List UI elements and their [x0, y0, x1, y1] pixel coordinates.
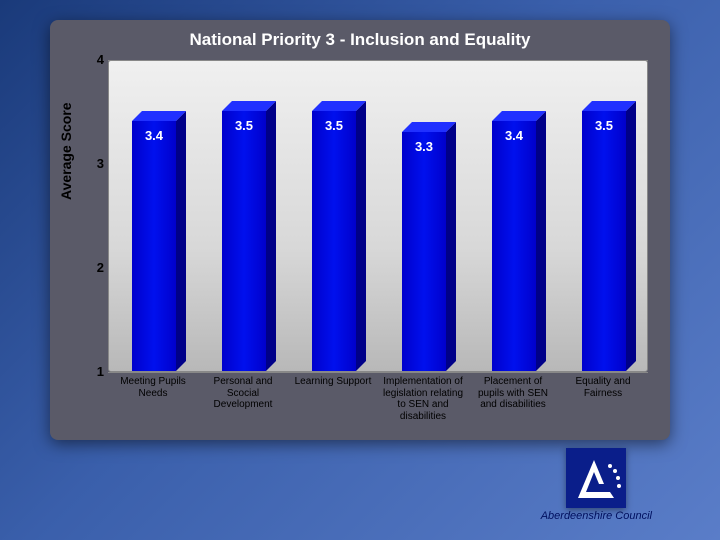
x-tick-label: Equality and Fairness [561, 376, 645, 399]
bar-value-label: 3.4 [492, 128, 536, 143]
y-axis-label: Average Score [58, 102, 74, 200]
chart-panel: National Priority 3 - Inclusion and Equa… [50, 20, 670, 440]
x-tick-label: Learning Support [291, 376, 375, 388]
y-tick: 2 [86, 260, 104, 275]
org-name: Aberdeenshire Council [541, 510, 652, 522]
footer-logo-block: Aberdeenshire Council [541, 448, 652, 522]
y-tick: 1 [86, 364, 104, 379]
gridline [108, 372, 648, 373]
x-tick-label: Placement of pupils with SEN and disabil… [471, 376, 555, 411]
bar-value-label: 3.5 [582, 118, 626, 133]
bar-value-label: 3.5 [222, 118, 266, 133]
x-tick-label: Implementation of legislation relating t… [381, 376, 465, 422]
plot-area: 3.4 3.5 3.5 3.3 3.4 3.5 [108, 60, 648, 372]
y-tick: 4 [86, 52, 104, 67]
org-logo-icon [566, 448, 626, 508]
y-tick: 3 [86, 156, 104, 171]
chart-title: National Priority 3 - Inclusion and Equa… [50, 20, 670, 56]
bar-value-label: 3.3 [402, 139, 446, 154]
x-tick-label: Meeting Pupils Needs [111, 376, 195, 399]
bar-value-label: 3.5 [312, 118, 356, 133]
x-tick-label: Personal and Scocial Development [201, 376, 285, 411]
bar-value-label: 3.4 [132, 128, 176, 143]
bars-container: 3.4 3.5 3.5 3.3 3.4 3.5 [109, 61, 647, 371]
